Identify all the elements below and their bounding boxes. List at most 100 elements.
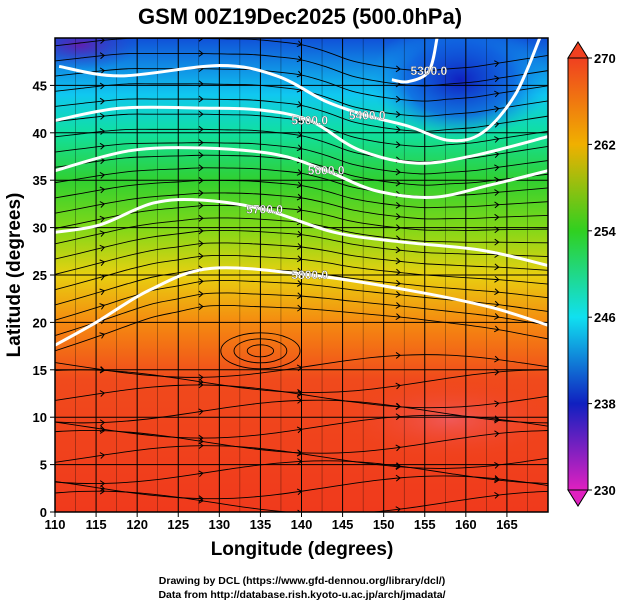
streamline-arrow [198, 202, 204, 210]
streamline-arrow [395, 213, 401, 220]
streamline-arrow [198, 214, 204, 222]
streamline-arrow [198, 374, 204, 381]
streamline-arrow [99, 186, 106, 194]
streamline-arrow [395, 403, 401, 411]
y-tick-label: 10 [33, 410, 47, 425]
colorbar-tick-label: 262 [594, 137, 616, 152]
x-axis-ticks: 110 115 120 125 130 135 140 145 150 155 160 165 [45, 512, 518, 532]
colorbar-tick-label: 238 [594, 397, 616, 412]
y-tick-label: 45 [33, 78, 47, 93]
streamline-arrow [395, 257, 401, 265]
streamline-arrow [99, 452, 106, 459]
contour-line-5500 [55, 105, 548, 165]
streamline-arrow [494, 275, 500, 283]
contour-label: 5800.0 [291, 268, 328, 282]
streamline-arrow [99, 484, 106, 492]
x-tick-label: 140 [291, 517, 313, 532]
streamline-arrow [99, 288, 106, 296]
streamline-arrow [494, 430, 500, 438]
streamline-arrow [198, 442, 204, 449]
y-tick-label: 25 [33, 268, 47, 283]
streamline-arrow [99, 303, 106, 310]
x-tick-label: 165 [496, 517, 518, 532]
streamline-arrow [494, 60, 500, 67]
streamline-arrow [99, 390, 106, 397]
streamline-arrow [99, 244, 106, 252]
streamline-arrow [99, 171, 106, 179]
streamline-arrow [494, 176, 500, 184]
streamline-arrow [395, 313, 401, 321]
streamline-arrow [198, 278, 204, 285]
streamline-arrow [494, 151, 500, 158]
streamline-arrow [198, 408, 204, 416]
streamline-arrow [198, 110, 204, 118]
streamline-arrow [494, 492, 500, 499]
y-axis-ticks: 0 5 10 15 20 25 30 35 40 45 [33, 78, 55, 520]
streamline-arrow [395, 141, 401, 149]
colorbar-min-triangle [567, 489, 589, 507]
streamline-arrow [395, 382, 401, 390]
y-tick-label: 35 [33, 173, 47, 188]
contour-line-5400 [58, 38, 542, 143]
streamline-arrow [198, 139, 204, 146]
streamline-arrow [99, 67, 106, 75]
x-tick-label: 120 [126, 517, 148, 532]
streamline-arrow [99, 425, 106, 433]
streamline-arrow [494, 105, 500, 113]
streamline-arrow [99, 97, 106, 105]
streamline-arrow [198, 50, 204, 57]
colorbar-tick-label: 246 [594, 310, 616, 325]
contour-line-5300 [391, 38, 439, 84]
streamline-arrow [198, 434, 204, 442]
x-axis-label: Longitude (degrees) [211, 539, 394, 560]
streamline-arrow [198, 495, 204, 503]
streamline-arrow [494, 288, 500, 296]
streamline-arrow [494, 238, 500, 246]
footer-credit-dcl: Drawing by DCL (https://www.gfd-dennou.o… [159, 575, 445, 587]
height-contours: 5300.0 5400.0 5500.0 5600.0 5700.0 5800.0 [55, 38, 548, 347]
streamline-arrow [395, 268, 401, 276]
streamline-arrow [198, 290, 204, 298]
streamline-arrow [395, 444, 401, 452]
streamline-arrow [494, 476, 500, 484]
streamline-arrow [494, 313, 500, 320]
y-tick-label: 0 [40, 505, 47, 520]
streamline-arrow [99, 142, 106, 150]
colorbar-scale [567, 57, 589, 491]
y-tick-label: 15 [33, 363, 47, 378]
warm-region [340, 380, 548, 460]
x-tick-label: 160 [455, 517, 477, 532]
streamline-arrow [395, 413, 401, 421]
cold-low-region [370, 38, 548, 140]
footer-credit-data: Data from http://database.rish.kyoto-u.a… [158, 589, 445, 601]
y-tick-label: 30 [33, 221, 47, 236]
x-tick-label: 110 [45, 517, 66, 532]
colorbar-tick-label: 270 [594, 51, 616, 66]
streamline-arrow [198, 164, 204, 172]
colorbar: 270 262 254 246 238 230 [567, 41, 616, 507]
contour-label: 5500.0 [291, 113, 328, 127]
x-tick-label: 155 [414, 517, 436, 532]
streamline-arrow [198, 227, 204, 235]
y-tick-label: 5 [40, 458, 47, 473]
plot-area: 5300.0 5400.0 5500.0 5600.0 5700.0 5800.0 [55, 38, 548, 512]
streamline-arrow [395, 168, 401, 176]
streamline-arrow [198, 125, 204, 133]
streamline-arrow [494, 213, 500, 221]
streamline-arrow [395, 126, 401, 133]
streamline-arrow [198, 252, 204, 260]
streamline-arrow [99, 419, 106, 427]
x-tick-label: 150 [373, 517, 395, 532]
streamline-arrow [99, 201, 106, 208]
streamline-arrow [395, 462, 401, 470]
x-tick-label: 135 [250, 517, 272, 532]
streamline-arrow [494, 300, 500, 308]
streamline-arrow [99, 128, 106, 135]
streamline-arrow [395, 302, 401, 309]
streamline-arrow [99, 487, 106, 495]
contour-line-5800 [55, 266, 548, 347]
streamline-arrow [297, 509, 303, 512]
streamline-arrow [395, 279, 401, 287]
streamline-arrow [99, 332, 106, 339]
